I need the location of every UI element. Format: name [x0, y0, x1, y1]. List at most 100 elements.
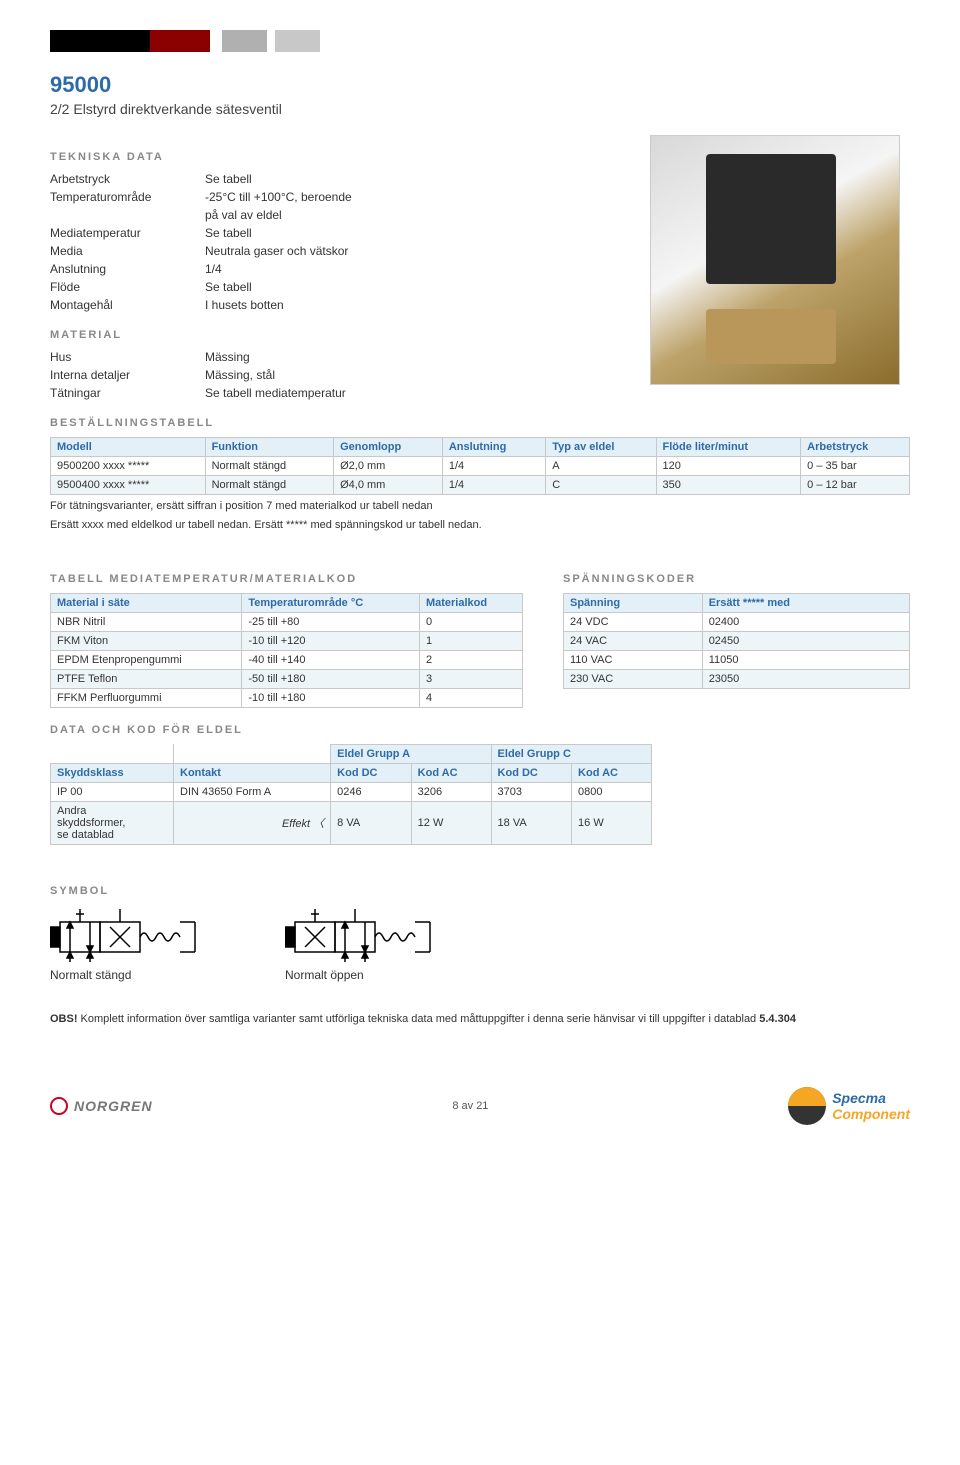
- th: Temperaturområde °C: [242, 593, 420, 612]
- product-subtitle: 2/2 Elstyrd direktverkande sätesventil: [50, 101, 910, 117]
- bar-black: [50, 30, 150, 52]
- symbol-label: Normalt öppen: [285, 968, 435, 982]
- td: A: [546, 457, 656, 476]
- bestall-table: Modell Funktion Genomlopp Anslutning Typ…: [50, 437, 910, 495]
- kv-val: Se tabell: [205, 225, 620, 241]
- th: Eldel Grupp C: [491, 744, 651, 763]
- th: Kod DC: [491, 763, 572, 782]
- td: 1/4: [442, 457, 545, 476]
- kv-key: Mediatemperatur: [50, 225, 205, 241]
- bar-grey-2: [275, 30, 320, 52]
- symbol-label: Normalt stängd: [50, 968, 200, 982]
- obs-note: OBS! Komplett information över samtliga …: [50, 1012, 910, 1027]
- th: Anslutning: [442, 438, 545, 457]
- bestall-note-2: Ersätt xxxx med eldelkod ur tabell nedan…: [50, 518, 910, 533]
- th: Ersätt ***** med: [702, 593, 909, 612]
- table-row: 9500200 xxxx ***** Normalt stängd Ø2,0 m…: [51, 457, 910, 476]
- td: Ø2,0 mm: [334, 457, 443, 476]
- td: 0 – 12 bar: [801, 476, 910, 495]
- kv-key: Tätningar: [50, 385, 205, 401]
- table-row: FFKM Perfluorgummi-10 till +1804: [51, 688, 523, 707]
- th: Kod AC: [411, 763, 491, 782]
- table-row: EPDM Etenpropengummi-40 till +1402: [51, 650, 523, 669]
- td: 120: [656, 457, 801, 476]
- td: Ø4,0 mm: [334, 476, 443, 495]
- td: Normalt stängd: [205, 457, 334, 476]
- th: Typ av eldel: [546, 438, 656, 457]
- kv-val: Se tabell: [205, 279, 620, 295]
- td: Normalt stängd: [205, 476, 334, 495]
- table-row: Andra skyddsformer, se datablad Effekt 〈…: [51, 801, 652, 844]
- symbol-normalt-stangd: Normalt stängd: [50, 907, 200, 982]
- specma-logo: Specma Component: [788, 1087, 910, 1125]
- th: Genomlopp: [334, 438, 443, 457]
- th: Funktion: [205, 438, 334, 457]
- spann-table: Spänning Ersätt ***** med 24 VDC02400 24…: [563, 593, 910, 689]
- kv-key: Interna detaljer: [50, 367, 205, 383]
- bestall-note-1: För tätningsvarianter, ersätt siffran i …: [50, 499, 910, 514]
- th: Kontakt: [174, 763, 331, 782]
- bestall-heading: BESTÄLLNINGSTABELL: [50, 417, 910, 429]
- kv-val: Se tabell mediatemperatur: [205, 385, 620, 401]
- tekniska-heading: TEKNISKA DATA: [50, 151, 620, 163]
- kv-key: [50, 207, 205, 223]
- th: Eldel Grupp A: [331, 744, 491, 763]
- symbol-normalt-oppen: Normalt öppen: [285, 907, 435, 982]
- kv-key: Temperaturområde: [50, 189, 205, 205]
- th: Kod AC: [572, 763, 652, 782]
- table-row: 9500400 xxxx ***** Normalt stängd Ø4,0 m…: [51, 476, 910, 495]
- kv-key: Montagehål: [50, 297, 205, 313]
- td: 9500400 xxxx *****: [51, 476, 206, 495]
- spann-heading: SPÄNNINGSKODER: [563, 573, 910, 585]
- valve-symbol-closed-icon: [50, 907, 200, 962]
- table-row: 230 VAC23050: [564, 669, 910, 688]
- table-row: FKM Viton-10 till +1201: [51, 631, 523, 650]
- kv-val: Mässing: [205, 349, 620, 365]
- kv-val: -25°C till +100°C, beroende: [205, 189, 620, 205]
- mediat-table: Material i säte Temperaturområde °C Mate…: [50, 593, 523, 708]
- eldel-heading: DATA OCH KOD FÖR ELDEL: [50, 724, 910, 736]
- product-image: [650, 135, 900, 385]
- brand-bars: [50, 30, 910, 52]
- td: 1/4: [442, 476, 545, 495]
- kv-val: 1/4: [205, 261, 620, 277]
- table-row: PTFE Teflon-50 till +1803: [51, 669, 523, 688]
- table-row: 24 VDC02400: [564, 612, 910, 631]
- kv-key: Media: [50, 243, 205, 259]
- tekniska-kv: ArbetstryckSe tabell Temperaturområde-25…: [50, 171, 620, 313]
- table-row: 110 VAC11050: [564, 650, 910, 669]
- kv-val: Neutrala gaser och vätskor: [205, 243, 620, 259]
- eldel-table: Eldel Grupp A Eldel Grupp C Skyddsklass …: [50, 744, 652, 845]
- kv-val: på val av eldel: [205, 207, 620, 223]
- td: C: [546, 476, 656, 495]
- th: Arbetstryck: [801, 438, 910, 457]
- kv-val: Se tabell: [205, 171, 620, 187]
- page-number: 8 av 21: [452, 1100, 488, 1112]
- td: 350: [656, 476, 801, 495]
- product-code: 95000: [50, 72, 910, 98]
- table-row: 24 VAC02450: [564, 631, 910, 650]
- th: Materialkod: [419, 593, 522, 612]
- kv-key: Flöde: [50, 279, 205, 295]
- kv-key: Hus: [50, 349, 205, 365]
- table-row: IP 00 DIN 43650 Form A 0246 3206 3703 08…: [51, 782, 652, 801]
- material-heading: MATERIAL: [50, 329, 620, 341]
- td: 0 – 35 bar: [801, 457, 910, 476]
- mediat-heading: TABELL MEDIATEMPERATUR/MATERIALKOD: [50, 573, 523, 585]
- bar-grey-1: [222, 30, 267, 52]
- symbol-heading: SYMBOL: [50, 885, 910, 897]
- specma-icon: [788, 1087, 826, 1125]
- kv-key: Anslutning: [50, 261, 205, 277]
- th: Material i säte: [51, 593, 242, 612]
- td: 9500200 xxxx *****: [51, 457, 206, 476]
- th: Flöde liter/minut: [656, 438, 801, 457]
- material-kv: HusMässing Interna detaljerMässing, stål…: [50, 349, 620, 401]
- th: Spänning: [564, 593, 703, 612]
- norgren-icon: [50, 1097, 68, 1115]
- valve-symbol-open-icon: [285, 907, 435, 962]
- th: Skyddsklass: [51, 763, 174, 782]
- kv-val: Mässing, stål: [205, 367, 620, 383]
- th: Modell: [51, 438, 206, 457]
- kv-key: Arbetstryck: [50, 171, 205, 187]
- th: Kod DC: [331, 763, 412, 782]
